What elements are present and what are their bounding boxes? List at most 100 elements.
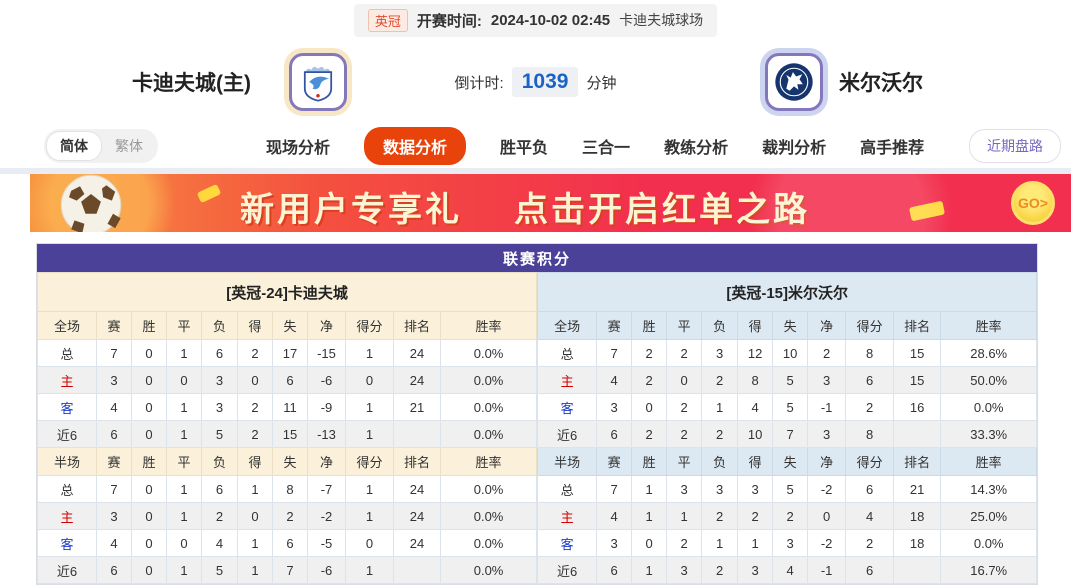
kickoff-label: 开赛时间: [416,12,482,30]
stat-cell: 5 [201,420,238,448]
language-toggle: 简体 繁体 [44,129,158,163]
lang-simplified-option[interactable]: 简体 [46,131,102,161]
stat-cell: 6 [845,556,895,584]
stat-cell: 3 [596,529,633,557]
nav-bar: 简体 繁体 现场分析 数据分析 胜平负 三合一 教练分析 裁判分析 高手推荐 近期盘路 [0,124,1071,168]
column-header-cell: 净 [307,311,346,340]
stat-cell: 18 [893,502,942,530]
go-button[interactable]: GO> [1011,181,1055,225]
stat-cell: 1 [237,529,273,557]
column-header-cell: 全场 [37,311,97,340]
football-icon [58,174,124,232]
stat-row: 主 4 1 1 2 2 2 0 4 18 25.0% [537,502,1038,530]
stat-row: 客 3 0 2 1 4 5 -1 2 16 0.0% [537,393,1038,421]
banner-headline-part1: 新用户专享礼 [240,191,462,229]
stat-row: 客 4 0 1 3 2 11 -9 1 21 0.0% [37,393,538,421]
stat-cell: -2 [307,502,346,530]
column-header-cell: 得 [237,311,273,340]
away-team-name: 米尔沃尔 [839,72,923,95]
countdown-value: 1039 [511,67,579,97]
stat-cell: 1 [166,339,202,367]
column-header-cell: 赛 [96,311,132,340]
stat-cell: 0 [131,366,167,394]
stat-row: 近6 6 2 2 2 10 7 3 8 33.3% [537,420,1038,448]
column-header-cell: 胜率 [439,311,538,340]
stat-cell: 6 [596,420,633,448]
stat-cell: 0 [166,529,202,557]
column-header-cell: 得 [237,447,273,476]
away-team-crest-icon [765,53,823,111]
stat-cell: 3 [201,393,238,421]
stat-cell: 0 [237,366,273,394]
stat-cell: 0.0% [439,366,538,394]
stat-cell: 0 [131,393,167,421]
team-header-row: [英冠-24]卡迪夫城 [36,272,538,312]
column-header-cell: 失 [772,311,809,340]
stat-cell: 7 [596,475,633,503]
stat-cell: 0 [807,502,847,530]
stat-row: 主 3 0 1 2 0 2 -2 1 24 0.0% [37,502,538,530]
stat-cell: 8 [845,420,895,448]
stat-cell: 3 [807,366,847,394]
column-header-row: 半场赛胜平负得失净得分 排名 胜率 [537,447,1038,476]
stat-row: 客 4 0 0 4 1 6 -5 0 24 0.0% [37,529,538,557]
stat-cell: 3 [666,556,703,584]
stat-cell: 6 [272,366,308,394]
promo-banner[interactable]: 新用户专享礼 点击开启红单之路 GO> [30,174,1071,232]
stat-cell: 2 [701,420,739,448]
stat-cell: 4 [845,502,895,530]
recent-trend-button[interactable]: 近期盘路 [969,129,1061,163]
column-header-row: 全场赛胜平负得失净得分 排名 胜率 [37,311,538,340]
column-header-cell: 净 [807,311,847,340]
stat-cell: 0 [131,339,167,367]
team-header-row: [英冠-15]米尔沃尔 [537,272,1038,312]
nav-tab[interactable]: 三合一 [582,140,631,157]
column-header-cell: 全场 [537,311,598,340]
stat-cell: 3 [772,529,809,557]
stat-cell: 1 [237,556,273,584]
stat-cell: 1 [666,502,703,530]
stat-cell: 16 [893,393,942,421]
countdown: 倒计时: 1039 分钟 [455,67,616,97]
stat-cell: 2 [237,339,273,367]
stat-cell: 3 [596,393,633,421]
nav-tab[interactable]: 数据分析 [364,127,467,165]
stat-cell: 21 [893,475,942,503]
stat-cell: -9 [307,393,346,421]
home-team-crest-icon [289,53,347,111]
stat-cell: 1 [631,556,668,584]
stat-cell: 6 [845,475,895,503]
home-team-name: 卡迪夫城(主) [132,72,251,95]
column-header-cell: 平 [166,447,202,476]
stat-cell: 2 [701,502,739,530]
nav-tabs: 现场分析 数据分析 胜平负 三合一 教练分析 裁判分析 高手推荐 [266,127,924,165]
stat-row-label: 客 [37,529,97,557]
league-badge: 英冠 [367,8,408,32]
stat-row-label: 总 [37,475,97,503]
nav-tab[interactable]: 教练分析 [664,140,729,157]
stat-row: 客 3 0 2 1 1 3 -2 2 18 0.0% [537,529,1038,557]
nav-tab[interactable]: 胜平负 [500,140,549,157]
nav-tab[interactable]: 高手推荐 [860,140,925,157]
stat-cell: 4 [772,556,809,584]
nav-tab[interactable]: 现场分析 [266,140,331,157]
lang-traditional-option[interactable]: 繁体 [115,138,143,154]
stat-cell: 1 [631,502,668,530]
stat-row: 总 7 2 2 3 12 10 2 8 15 28.6% [537,339,1038,367]
column-header-cell: 排名 [893,447,942,476]
stat-cell: 28.6% [940,339,1038,367]
column-header-cell: 净 [307,447,346,476]
stat-row-label: 总 [537,475,598,503]
stat-cell: 1 [701,393,739,421]
column-header-row: 全场赛胜平负得失净得分 排名 胜率 [537,311,1038,340]
away-team-table: [英冠-15]米尔沃尔 全场赛胜平负得失净得分 排名 胜率总 7 2 2 3 12 10 2 8 15 2… [537,272,1038,584]
stat-cell: 15 [893,339,942,367]
stat-cell: 5 [201,556,238,584]
stat-cell: 7 [96,475,132,503]
stat-cell: 1 [345,502,394,530]
stat-cell: 3 [666,475,703,503]
column-header-cell: 胜 [131,311,167,340]
stat-cell: 4 [737,393,774,421]
nav-tab[interactable]: 裁判分析 [762,140,827,157]
stat-cell: 1 [166,420,202,448]
